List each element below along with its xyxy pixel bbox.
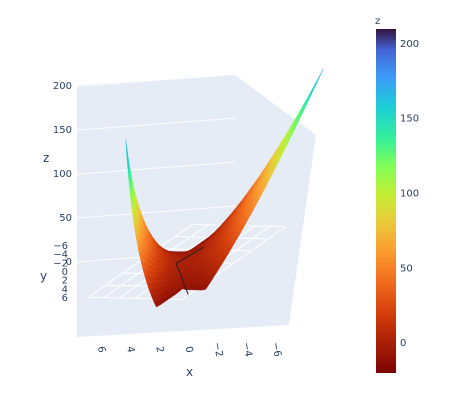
colorbar-tick-label: 50: [400, 263, 413, 274]
scene-plane-side: [235, 75, 316, 325]
z-tick-label: 0: [66, 257, 72, 268]
y-tick-label: −4: [53, 250, 68, 261]
colorbar-tick-label: 200: [400, 39, 419, 50]
z-tick-labels: 0 50 100 150 200: [53, 81, 72, 268]
colorbar-tick-label: 150: [400, 114, 419, 125]
surface: [125, 68, 324, 308]
grid-line: [76, 161, 236, 175]
y-tick-label: 0: [62, 267, 68, 278]
x-axis-title: x: [186, 365, 193, 379]
z-tick-label: 200: [53, 81, 72, 92]
y-tick-label: 2: [62, 276, 68, 287]
grid-line: [76, 117, 236, 131]
colorbar-tick-labels: 0 50 100 150 200: [400, 39, 419, 349]
y-tick-label: −6: [53, 241, 68, 252]
scene-plane-floor: [77, 250, 289, 337]
grid-line: [76, 73, 236, 87]
grid-line: [76, 205, 236, 219]
z-tick-label: 100: [53, 169, 72, 180]
x-tick-label: −6: [269, 341, 282, 357]
colorbar-tick-label: 0: [400, 338, 406, 349]
x-tick-label: 2: [153, 345, 165, 353]
surface-patch: [125, 139, 129, 162]
colorbar: [376, 29, 396, 373]
x-tick-label: 0: [182, 345, 194, 353]
x-tick-label: −4: [240, 341, 253, 357]
y-tick-label: 4: [62, 284, 68, 295]
y-tick-label: 6: [62, 293, 68, 304]
x-tick-label: 6: [95, 345, 107, 353]
colorbar-title: z: [375, 16, 380, 27]
x-tick-labels: −6 −4 −2 0 2 4 6: [95, 341, 283, 357]
y-axis-title: y: [40, 269, 47, 283]
z-tick-label: 50: [59, 213, 72, 224]
x-tick-label: 4: [124, 345, 136, 353]
grid-line: [87, 223, 193, 298]
x-tick-label: −2: [211, 341, 224, 357]
path-line: [175, 246, 204, 295]
z-axis-title: z: [43, 151, 49, 165]
y-tick-label: −2: [53, 258, 68, 269]
z-tick-label: 150: [53, 125, 72, 136]
colorbar-tick-label: 100: [400, 189, 419, 200]
